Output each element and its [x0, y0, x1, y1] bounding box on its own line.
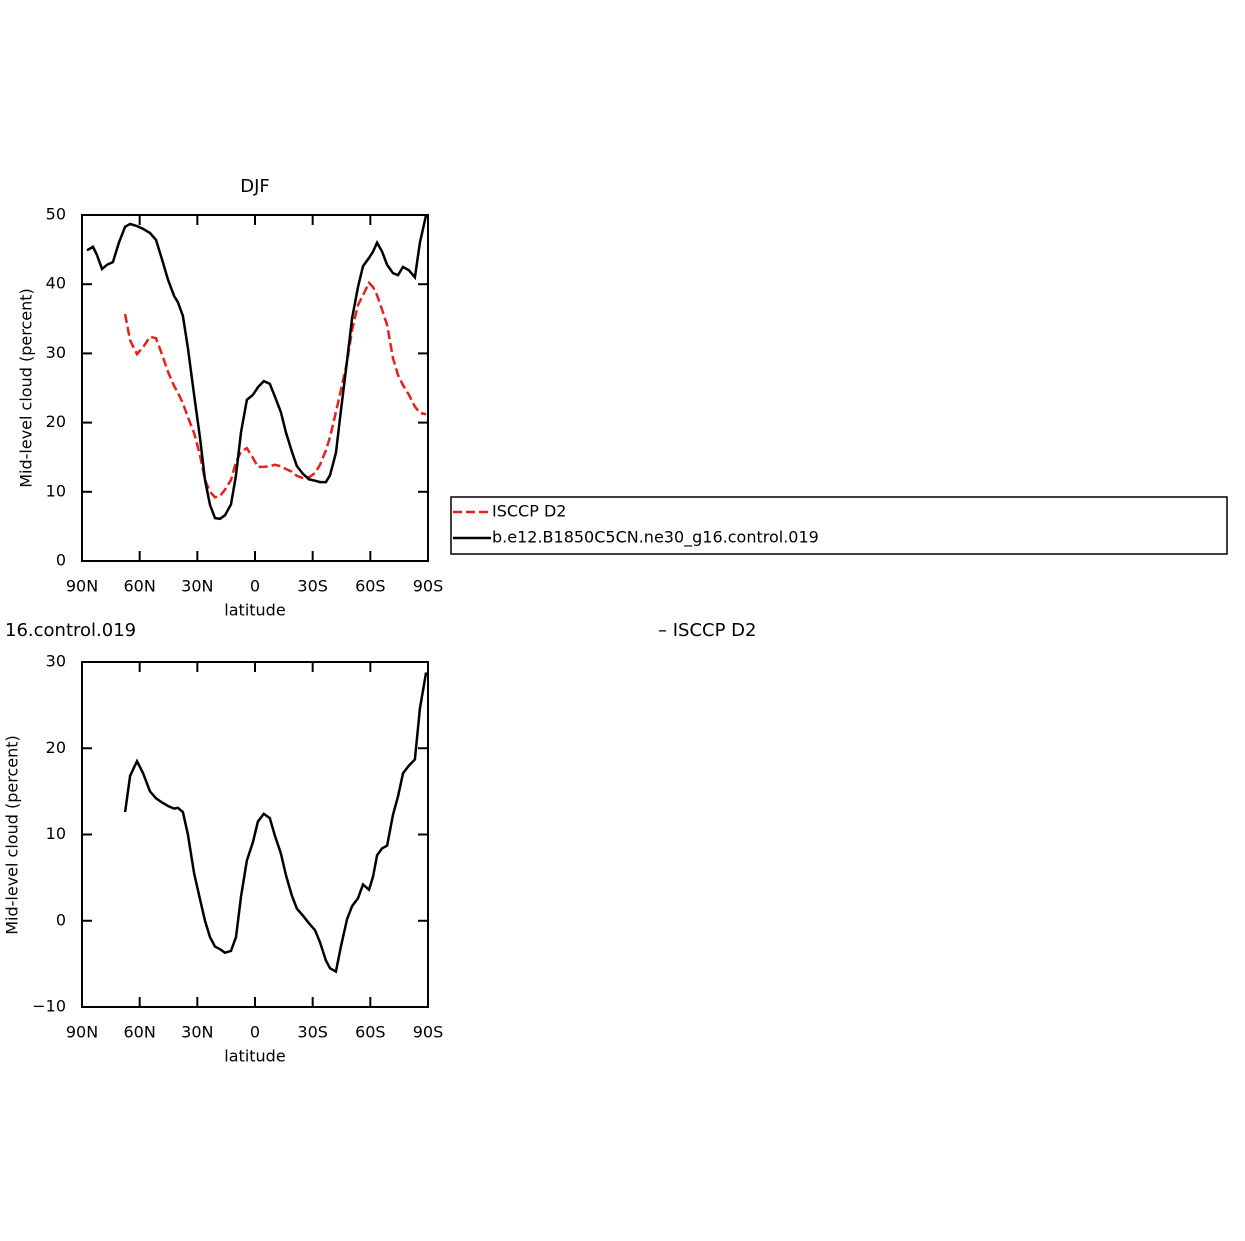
x-tick-label: 0 [250, 1023, 260, 1042]
x-tick-label: 90S [413, 1023, 444, 1042]
x-tick-label: 60S [355, 577, 386, 596]
y-tick-label: 0 [56, 551, 66, 570]
y-tick-label: 0 [56, 910, 66, 929]
chart-title: DJF [240, 176, 270, 197]
x-tick-label: 30S [297, 1023, 328, 1042]
chart-title: – ISCCP D2 [658, 620, 756, 641]
y-tick-label: −10 [32, 997, 66, 1016]
x-tick-label: 30N [181, 1023, 213, 1042]
y-tick-label: 50 [46, 205, 66, 224]
y-tick-label: 20 [46, 738, 66, 757]
legend-box [450, 496, 1228, 555]
data-line [123, 280, 427, 499]
legend-label: b.e12.B1850C5CN.ne30_g16.control.019 [492, 528, 819, 548]
x-tick-label: 90N [66, 1023, 98, 1042]
y-axis-label: Mid-level cloud (percent) [3, 735, 22, 935]
y-tick-label: 40 [46, 274, 66, 293]
x-axis-label: latitude [224, 1047, 285, 1066]
x-tick-label: 60S [355, 1023, 386, 1042]
y-tick-label: 20 [46, 412, 66, 431]
x-tick-label: 30S [297, 577, 328, 596]
x-tick-label: 60N [124, 1023, 156, 1042]
y-tick-label: 10 [46, 481, 66, 500]
x-tick-label: 60N [124, 577, 156, 596]
x-tick-label: 90S [413, 577, 444, 596]
data-line [123, 672, 428, 974]
y-tick-label: 30 [46, 652, 66, 671]
x-axis-label: latitude [224, 601, 285, 620]
legend-label: ISCCP D2 [492, 502, 566, 521]
x-tick-label: 90N [66, 577, 98, 596]
data-line [86, 214, 428, 521]
y-axis-label: Mid-level cloud (percent) [17, 288, 36, 488]
y-tick-label: 10 [46, 824, 66, 843]
y-tick-label: 30 [46, 343, 66, 362]
x-tick-label: 0 [250, 577, 260, 596]
chart-title: 16.control.019 [5, 620, 136, 641]
plot-frame [81, 214, 429, 562]
x-tick-label: 30N [181, 577, 213, 596]
